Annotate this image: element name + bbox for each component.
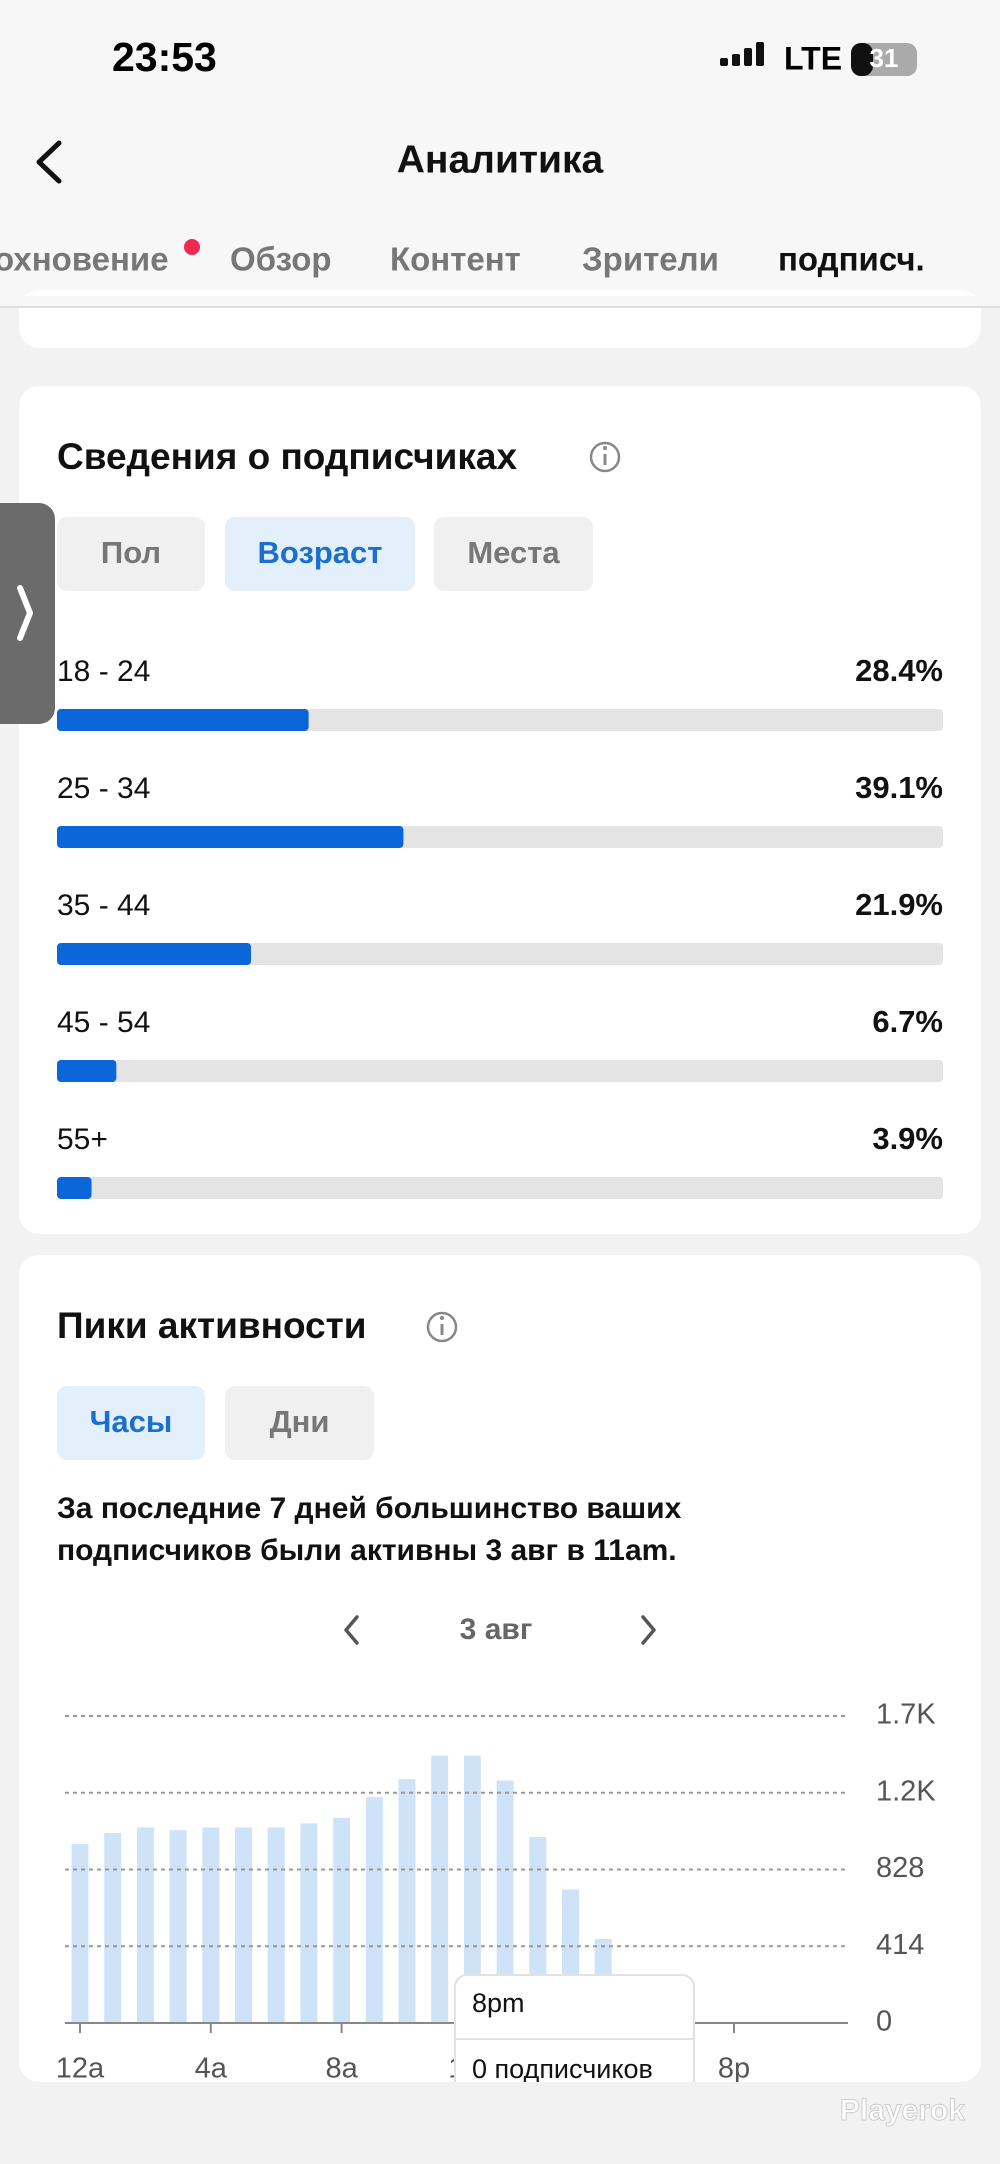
bar	[136, 1827, 154, 2023]
section-title: Сведения о подписчиках	[57, 436, 517, 477]
y-tick-label: 1.7K	[876, 1699, 936, 1731]
info-icon[interactable]	[589, 441, 621, 473]
filter-label: Места	[467, 535, 560, 570]
tab[interactable]: Зрители	[582, 241, 719, 278]
tab[interactable]: Контент	[390, 241, 521, 278]
tab-bar: охновение Обзор Контент Зрители подписч.	[0, 241, 925, 278]
percent-label: 28.4%	[855, 653, 943, 688]
bar	[463, 1755, 481, 2023]
tab[interactable]: подписч.	[778, 241, 925, 278]
bar	[267, 1827, 285, 2023]
percent-label: 39.1%	[855, 770, 943, 805]
bar	[57, 826, 404, 848]
bar-track	[57, 943, 943, 965]
bar	[57, 1060, 117, 1082]
x-tick-label: 8a	[325, 2053, 358, 2085]
bar	[333, 1817, 351, 2023]
bar-track	[57, 1177, 943, 1199]
tooltip-title: 8pm	[472, 1988, 525, 2018]
filter-group: Пол Возраст Места	[57, 517, 593, 591]
x-tick-label: 4a	[195, 2053, 228, 2085]
filter-label: Часы	[90, 1404, 173, 1439]
tooltip: 8pm 0 подписчиков	[454, 1974, 695, 2084]
percent-label: 6.7%	[872, 1004, 943, 1039]
tab[interactable]: охновение	[0, 241, 169, 278]
bar	[169, 1830, 187, 2023]
bar	[202, 1827, 220, 2023]
bar	[71, 1843, 89, 2023]
network-label: LTE	[784, 40, 842, 76]
x-tick-label: 12a	[56, 2053, 105, 2085]
header-title: Аналитика	[397, 138, 604, 181]
filter-label: Дни	[270, 1404, 330, 1439]
age-label: 25 - 34	[57, 772, 150, 805]
percent-label: 21.9%	[855, 887, 943, 922]
age-label: 18 - 24	[57, 655, 150, 688]
y-tick-label: 414	[876, 1929, 924, 1961]
bar	[365, 1797, 383, 2023]
date-label: 3 авг	[460, 1613, 533, 1646]
notification-dot	[184, 239, 200, 255]
y-tick-label: 1.2K	[876, 1775, 936, 1807]
bar	[57, 709, 309, 731]
bar	[57, 1177, 92, 1199]
tab[interactable]: Обзор	[230, 241, 332, 278]
top-bar	[0, 0, 1000, 306]
filter-group: Часы Дни	[57, 1386, 374, 1460]
filter-label: Пол	[101, 535, 161, 570]
filter-label: Возраст	[258, 535, 383, 570]
filter-button[interactable]	[434, 517, 593, 591]
prev-date[interactable]	[344, 1615, 359, 1645]
filter-button[interactable]	[225, 517, 415, 591]
tooltip-box	[454, 1974, 695, 2082]
bar	[235, 1827, 252, 2023]
bar	[104, 1832, 122, 2023]
y-tick-label: 0	[876, 2006, 892, 2038]
bar	[300, 1823, 318, 2023]
status-time: 23:53	[112, 34, 217, 80]
back-button[interactable]	[36, 140, 62, 184]
filter-button[interactable]	[225, 1386, 374, 1460]
section-title: Пики активности	[57, 1305, 367, 1346]
tooltip-text: 0 подписчиков	[472, 2054, 653, 2084]
signal-icon	[720, 42, 764, 66]
age-label: 45 - 54	[57, 1006, 150, 1039]
bar	[57, 943, 252, 965]
summary-line: За последние 7 дней большинство ваших	[57, 1492, 682, 1525]
activity-card: Пики активности Часы Дни За последние 7 д…	[19, 1255, 981, 2085]
info-icon[interactable]	[426, 1311, 458, 1343]
percent-label: 3.9%	[872, 1121, 943, 1156]
bar	[496, 1780, 514, 2023]
side-handle-chevron	[17, 585, 33, 641]
age-label: 35 - 44	[57, 889, 150, 922]
battery-label: 31	[870, 43, 899, 73]
bar	[431, 1755, 449, 2023]
watermark: Playerok	[840, 2094, 965, 2127]
activity-card-bg	[19, 1255, 981, 2082]
y-tick-label: 828	[876, 1852, 924, 1884]
tab-bar-bg	[0, 296, 1000, 306]
followers-card	[19, 386, 981, 1234]
x-tick-label: 8p	[718, 2053, 750, 2085]
age-label: 55+	[57, 1123, 108, 1156]
battery-level	[851, 43, 873, 76]
age-chart: 18 - 24 28.4% 25 - 34 39.1% 35 - 44 21.9% 45 -…	[57, 653, 943, 1199]
filter-button[interactable]	[57, 517, 205, 591]
summary-line: подписчиков были активны 3 авг в 11am.	[57, 1534, 677, 1567]
next-date[interactable]	[641, 1615, 656, 1645]
filter-button[interactable]	[57, 1386, 205, 1460]
bar-track	[57, 1060, 943, 1082]
bar	[398, 1779, 416, 2023]
